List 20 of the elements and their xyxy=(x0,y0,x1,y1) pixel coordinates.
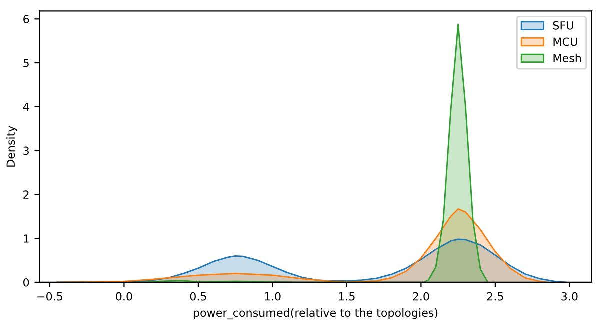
x-axis-title: power_consumed(relative to the topologies) xyxy=(194,308,438,320)
legend-label: Mesh xyxy=(554,54,582,62)
y-tick-label: 5 xyxy=(24,59,29,68)
y-tick-label: 0 xyxy=(24,278,30,287)
y-axis-title: Density xyxy=(6,126,18,167)
x-tick-label: 3.0 xyxy=(562,292,578,301)
x-tick-label: 0.5 xyxy=(190,292,206,301)
x-tick-label: 1.5 xyxy=(339,292,355,301)
x-tick-label: 0.0 xyxy=(116,292,132,301)
y-tick-label: 1 xyxy=(24,234,29,243)
x-tick-label: −0.5 xyxy=(38,292,62,301)
y-tick-label: 3 xyxy=(24,146,29,156)
x-tick-label: 2.0 xyxy=(413,292,430,301)
x-tick-label: 2.5 xyxy=(487,292,504,301)
y-tick-label: 6 xyxy=(24,15,30,24)
y-tick-label: 2 xyxy=(24,190,29,199)
x-tick-label: 1.0 xyxy=(265,292,281,301)
legend-label: SFU xyxy=(553,21,574,30)
y-tick-label: 4 xyxy=(23,103,30,112)
legend-label: MCU xyxy=(554,38,578,46)
